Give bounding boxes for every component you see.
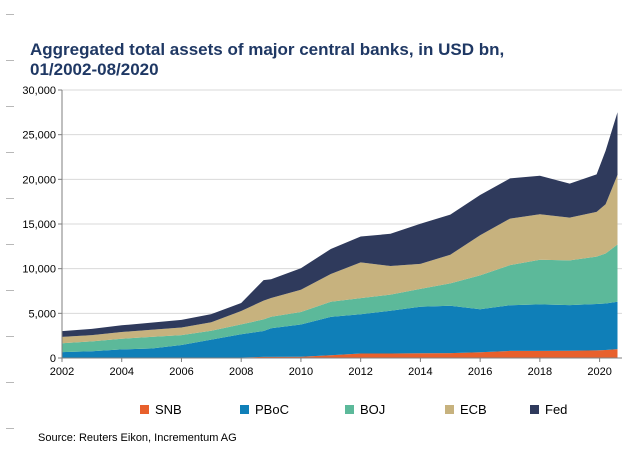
frame-tick [6,14,14,15]
x-tick-label: 2018 [528,366,552,378]
x-tick-label: 2008 [229,366,253,378]
x-tick-label: 2014 [408,366,432,378]
y-tick-label: 20,000 [22,174,56,186]
frame-tick [6,244,14,245]
area-boj [62,244,618,353]
y-tick-label: 25,000 [22,130,56,142]
frame-tick [6,152,14,153]
legend-label: PBoC [255,401,289,417]
frame-tick [6,106,14,107]
chart-title-line-2: 01/2002-08/2020 [30,60,159,79]
frame-tick [6,290,14,291]
source-note: Source: Reuters Eikon, Incrementum AG [38,432,237,444]
y-tick-label: 0 [50,353,56,365]
x-tick-label: 2016 [468,366,492,378]
x-tick-label: 2004 [109,366,133,378]
area-ecb [62,174,618,344]
legend-label: BOJ [360,401,386,417]
y-tick-label: 30,000 [22,85,56,97]
stacked-area-chart: 0 5,000 10,000 15,000 20,000 25,000 30,000 200… [22,85,622,378]
area-pboc [62,301,618,358]
legend-item-fed: Fed [530,400,567,418]
legend-label: ECB [460,401,487,417]
legend-item-boj: BOJ [345,400,385,418]
legend-item-pboc: PBoC [240,400,289,418]
x-tick-label: 2010 [289,366,313,378]
legend-label: SNB [155,401,182,417]
legend-swatch [140,404,149,414]
area-snb [62,349,618,358]
legend-label: Fed [545,401,568,417]
y-tick-label: 15,000 [22,219,56,231]
x-tick-label: 2020 [587,366,611,378]
chart-legend: SNB PBoC BOJ ECB Fed [140,400,580,418]
legend-swatch [345,404,354,414]
chart-title: Aggregated total assets of major central… [30,40,590,80]
frame-tick [6,336,14,337]
legend-item-snb: SNB [140,400,182,418]
frame-tick [6,382,14,383]
x-tick-label: 2002 [50,366,74,378]
frame-tick [6,428,14,429]
legend-swatch [530,404,539,414]
legend-swatch [445,404,454,414]
legend-item-ecb: ECB [445,400,487,418]
x-tick-label: 2012 [348,366,372,378]
y-tick-label: 10,000 [22,264,56,276]
x-tick-label: 2006 [169,366,193,378]
y-tick-label: 5,000 [28,308,56,320]
legend-swatch [240,404,249,414]
frame-tick [6,198,14,199]
frame-tick [6,60,14,61]
chart-title-line-1: Aggregated total assets of major central… [30,40,505,59]
